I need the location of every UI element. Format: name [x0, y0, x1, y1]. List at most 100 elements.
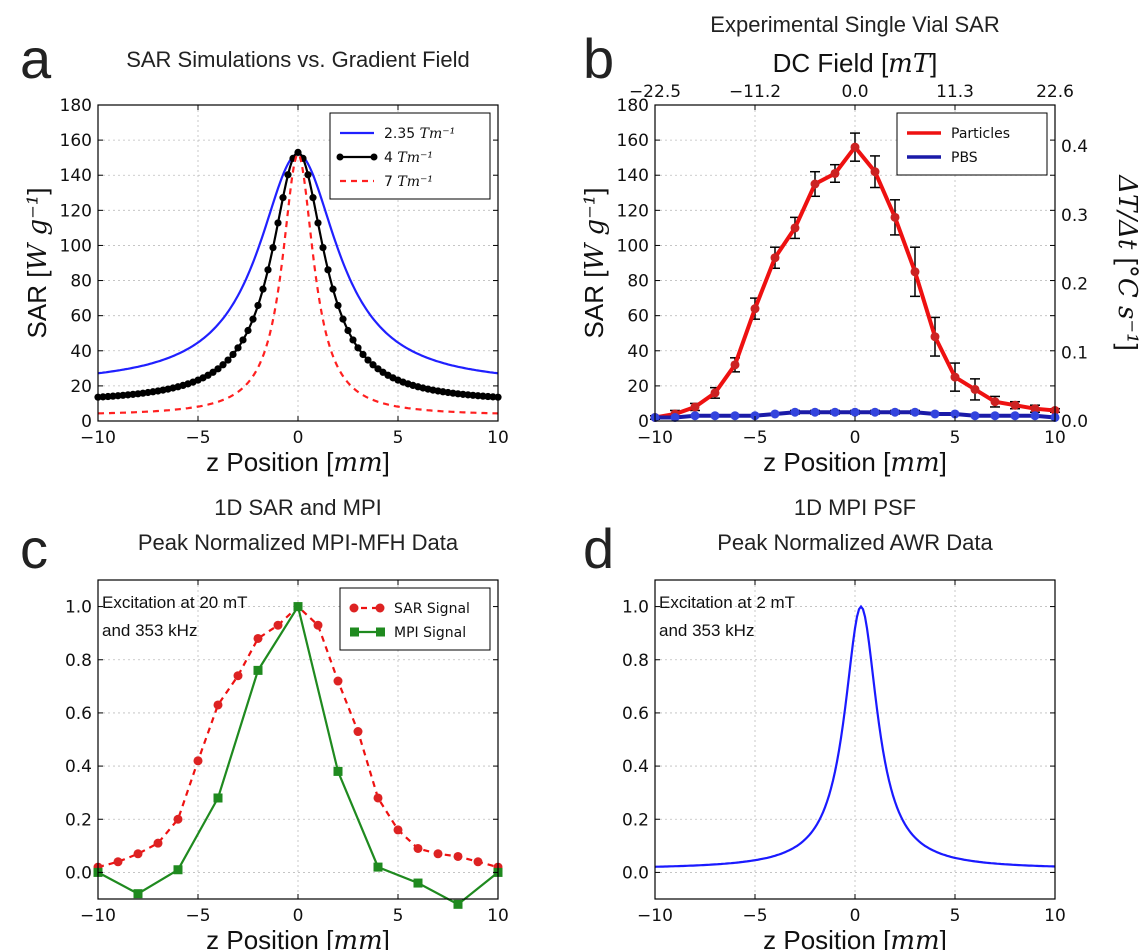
top-tick-label: 11.3: [936, 82, 974, 102]
legend: SAR Signal MPI Signal: [339, 587, 491, 651]
data-point: [304, 171, 312, 179]
top-axis-label-bracket-open: [: [881, 48, 889, 78]
data-point: [750, 304, 760, 314]
y-axis-label: SAR [W g⁻¹]: [22, 188, 53, 339]
data-point: [790, 223, 800, 233]
y-tick-label: 0: [638, 412, 649, 432]
legend-label: MPI Signal: [394, 625, 466, 641]
y2-axis-label-unit: °C s⁻¹: [1112, 265, 1142, 344]
annotation-line-1: Excitation at 2 mT: [659, 593, 795, 612]
data-point: [334, 301, 342, 310]
data-point: [910, 407, 920, 417]
plot-area: [94, 148, 502, 415]
data-point: [990, 411, 1000, 421]
data-point: [890, 407, 900, 417]
y-axis-label: SAR [W g⁻¹]: [579, 188, 610, 339]
x-axis-label-text: z Position: [763, 447, 883, 477]
legend-marker: [375, 603, 385, 613]
data-point: [333, 766, 343, 776]
y-axis-label-bracket-open: [: [579, 270, 609, 278]
y-tick-label: 0.2: [65, 810, 92, 830]
y-axis-label-bracket-close: ]: [579, 188, 609, 195]
data-point: [229, 350, 237, 359]
data-point: [153, 838, 163, 848]
x-tick-label: 5: [950, 428, 961, 448]
annotation-line-1: Excitation at 20 mT: [102, 593, 248, 612]
x-tick-label: 0: [850, 906, 861, 926]
y-tick-label: 60: [70, 307, 92, 327]
x-axis-label-bracket-close: ]: [383, 447, 390, 477]
annotation: Excitation at 2 mT and 353 kHz: [659, 593, 795, 640]
data-point: [690, 411, 700, 421]
y-tick-label: 160: [60, 131, 92, 151]
x-tick-label: 10: [487, 428, 509, 448]
x-axis-label-bracket-close: ]: [383, 925, 390, 950]
x-tick-label: 10: [1044, 428, 1066, 448]
y-axis-label-bracket-open: [: [22, 270, 52, 278]
y-tick-label: 0: [81, 412, 92, 432]
y-axis: 0.0 0.2 0.4 0.6 0.8 1.0: [65, 598, 498, 883]
data-point: [970, 384, 980, 394]
x-tick-label: −10: [80, 906, 116, 926]
data-point: [264, 266, 272, 274]
x-axis: −10 −5 0 5 10: [80, 105, 509, 448]
legend-label: PBS: [951, 150, 978, 166]
legend-box: [339, 587, 491, 651]
data-point: [870, 167, 880, 177]
y-tick-label: 180: [60, 96, 92, 116]
legend-label: Particles: [951, 126, 1010, 142]
top-tick-label: −22.5: [629, 82, 681, 102]
plot-area: [654, 604, 1056, 868]
y-tick-label: 180: [617, 96, 649, 116]
x-tick-label: 0: [293, 906, 304, 926]
legend-label-unit: Tm⁻¹: [397, 174, 433, 190]
y2-axis-label-bracket-open: [: [1113, 258, 1143, 266]
legend-label: 4 Tm⁻¹: [384, 150, 433, 166]
grid: [655, 105, 1055, 421]
data-point: [249, 315, 257, 323]
data-point: [393, 825, 403, 835]
chart-title: SAR Simulations vs. Gradient Field: [126, 47, 470, 72]
data-point: [314, 219, 322, 227]
legend-marker: [350, 627, 359, 637]
data-point: [690, 402, 700, 412]
y-tick-label: 140: [60, 166, 92, 186]
data-point: [770, 253, 780, 263]
x-axis-label: z Position [mm]: [763, 925, 947, 950]
data-point: [750, 411, 760, 421]
legend-label-unit: Tm⁻¹: [420, 126, 456, 142]
data-point: [970, 411, 980, 421]
legend-label: 7 Tm⁻¹: [384, 174, 433, 190]
data-point: [359, 350, 367, 359]
data-point: [890, 212, 900, 222]
data-point: [219, 361, 227, 369]
data-point: [710, 411, 720, 421]
panel-b: b Experimental Single Vial SAR −10 −5 0 5 10 z …: [579, 12, 1143, 478]
data-point: [1010, 400, 1020, 410]
y2-axis-label: ΔT/Δt [°C s⁻¹]: [1112, 174, 1143, 351]
series-line-2: [97, 152, 499, 415]
data-point: [329, 285, 337, 293]
y-tick-label: 0.4: [622, 757, 649, 777]
x-axis-label-bracket-open: [: [883, 447, 891, 477]
x-axis: −10 −5 0 5 10: [637, 105, 1066, 448]
panel-letter-d: d: [583, 517, 614, 580]
top-axis-label-text: DC Field: [773, 48, 881, 78]
grid: [98, 105, 498, 421]
data-point: [810, 179, 820, 189]
y-tick-label: 0.6: [65, 704, 92, 724]
data-point: [193, 756, 203, 766]
legend-marker: [370, 153, 378, 161]
data-point: [339, 315, 347, 323]
top-tick-label: 22.6: [1036, 82, 1074, 102]
data-point: [910, 267, 920, 277]
x-axis-label-bracket-close: ]: [940, 447, 947, 477]
data-point: [413, 843, 423, 853]
x-tick-label: 5: [393, 428, 404, 448]
y-tick-label: 80: [70, 272, 92, 292]
y-tick-label: 120: [617, 201, 649, 221]
data-point: [113, 857, 123, 867]
data-point: [710, 388, 720, 398]
y2-axis-label-text: ΔT/Δt: [1112, 174, 1142, 257]
